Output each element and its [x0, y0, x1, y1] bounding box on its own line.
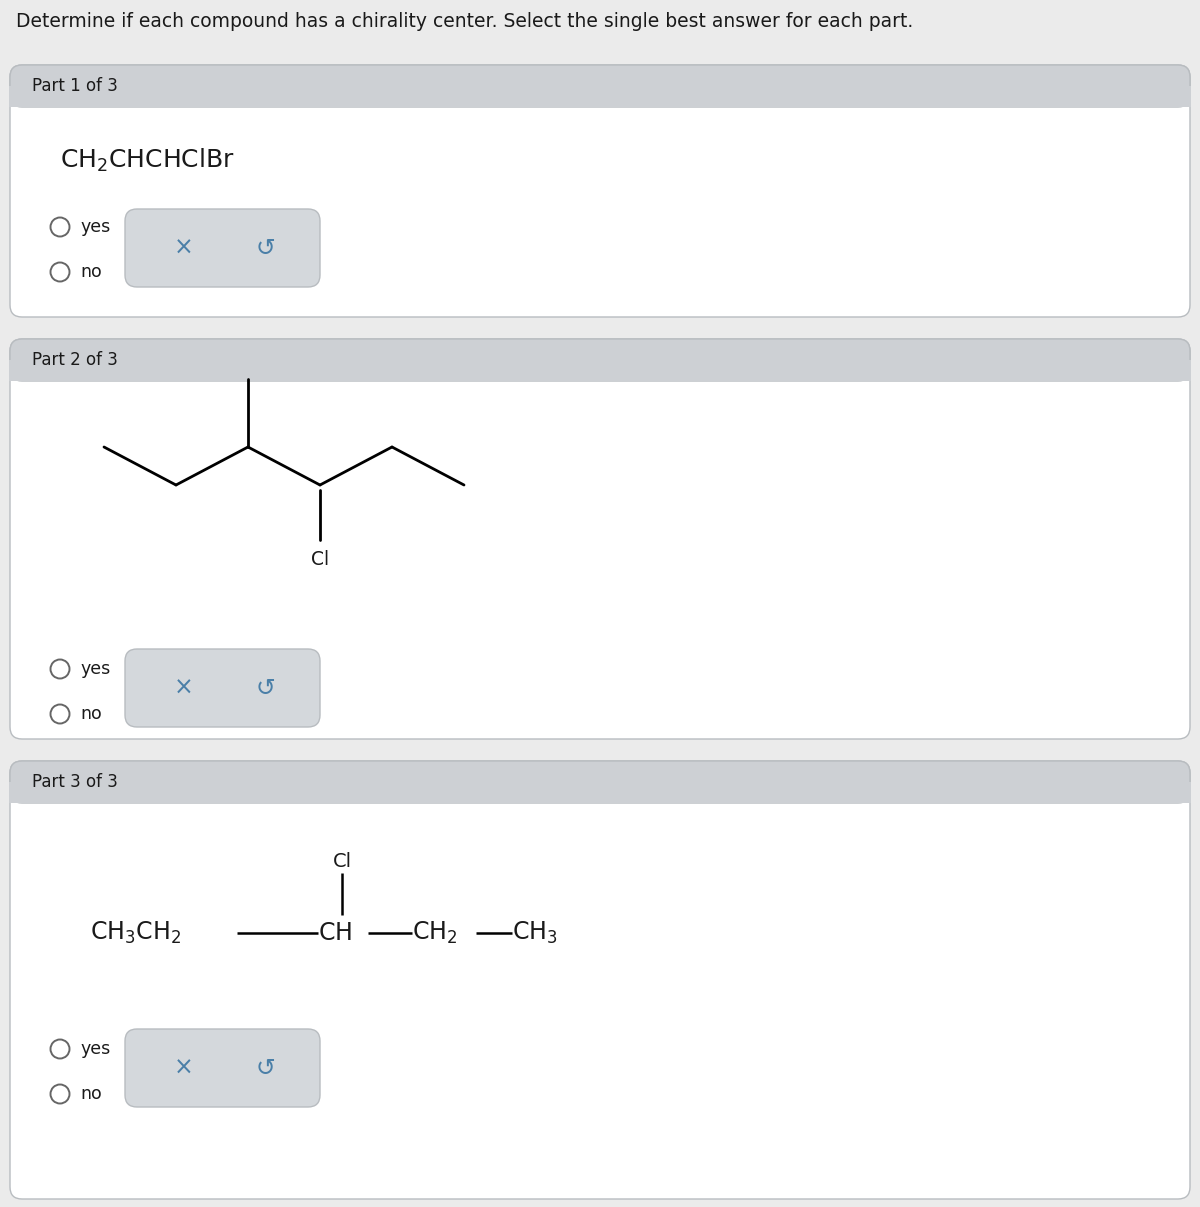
Text: Part 2 of 3: Part 2 of 3: [32, 351, 118, 369]
Text: yes: yes: [80, 218, 110, 237]
FancyBboxPatch shape: [10, 339, 1190, 739]
Text: no: no: [80, 1085, 102, 1103]
Text: ×: ×: [174, 237, 193, 260]
Bar: [10, 86, 16, 107]
Text: Cl: Cl: [332, 852, 352, 871]
FancyBboxPatch shape: [10, 65, 1190, 107]
Text: Cl: Cl: [311, 550, 329, 568]
Bar: [1186, 86, 1190, 107]
Text: ↺: ↺: [256, 1056, 275, 1080]
FancyBboxPatch shape: [125, 1030, 320, 1107]
FancyBboxPatch shape: [10, 339, 1190, 381]
Text: ↺: ↺: [256, 676, 275, 700]
Text: $\mathrm{CH}$: $\mathrm{CH}$: [318, 921, 352, 945]
Text: yes: yes: [80, 1040, 110, 1059]
Bar: [10, 360, 16, 381]
Bar: [1186, 782, 1190, 803]
Bar: [11, 782, 1189, 803]
Text: yes: yes: [80, 660, 110, 678]
FancyBboxPatch shape: [125, 649, 320, 727]
Text: ×: ×: [174, 1056, 193, 1080]
Text: $\mathregular{CH_2CHCHClBr}$: $\mathregular{CH_2CHCHClBr}$: [60, 146, 235, 174]
Text: Part 1 of 3: Part 1 of 3: [32, 77, 118, 95]
Text: $\mathrm{CH_3}$: $\mathrm{CH_3}$: [512, 920, 558, 946]
FancyBboxPatch shape: [10, 760, 1190, 1199]
Text: ×: ×: [174, 676, 193, 700]
FancyBboxPatch shape: [125, 209, 320, 287]
Bar: [11, 360, 1189, 381]
Text: no: no: [80, 263, 102, 281]
FancyBboxPatch shape: [10, 65, 1190, 317]
Text: ↺: ↺: [256, 237, 275, 260]
Bar: [10, 782, 16, 803]
Text: Part 3 of 3: Part 3 of 3: [32, 772, 118, 791]
Text: $\mathrm{CH_3CH_2}$: $\mathrm{CH_3CH_2}$: [90, 920, 181, 946]
Bar: [1186, 360, 1190, 381]
Bar: [11, 86, 1189, 107]
FancyBboxPatch shape: [10, 760, 1190, 803]
Text: $\mathrm{CH_2}$: $\mathrm{CH_2}$: [412, 920, 457, 946]
Text: no: no: [80, 705, 102, 723]
Text: Determine if each compound has a chirality center. Select the single best answer: Determine if each compound has a chirali…: [16, 12, 913, 31]
